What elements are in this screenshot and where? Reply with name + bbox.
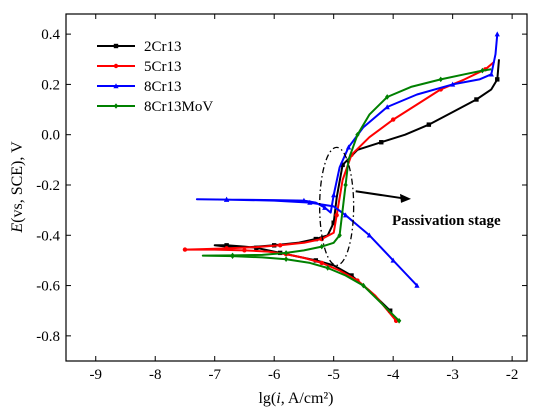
data-point: [379, 140, 384, 145]
x-tick-label: -2: [506, 367, 519, 383]
x-tick-label: -6: [268, 367, 281, 383]
series-5cr13: [182, 61, 495, 323]
data-point: [384, 104, 390, 110]
data-point: [319, 260, 324, 266]
x-tick-label: -4: [387, 367, 400, 383]
y-axis-title: E(vs, SCE), V: [9, 141, 26, 234]
data-point: [366, 232, 372, 238]
data-point: [340, 162, 345, 168]
data-point: [494, 31, 500, 37]
series-line: [201, 68, 492, 322]
data-point: [349, 273, 354, 278]
data-point: [113, 63, 119, 69]
data-point: [224, 196, 230, 202]
data-point: [242, 248, 247, 253]
series-2cr13: [213, 59, 500, 313]
passivation-ellipse-layer: [319, 146, 355, 267]
data-point: [488, 71, 494, 77]
data-point: [277, 243, 283, 248]
x-tick-label: -7: [208, 367, 221, 383]
data-point: [322, 204, 328, 210]
data-point: [495, 77, 500, 82]
passivation-ellipse: [319, 146, 355, 267]
x-tick-label: -8: [149, 367, 162, 383]
series-line: [213, 59, 500, 312]
data-point: [283, 256, 289, 262]
data-point: [331, 220, 336, 225]
legend-item: 2Cr13: [97, 39, 182, 55]
legend: 2Cr13 5Cr13 8Cr13 8Cr13MoV: [97, 39, 213, 115]
axis-layer: -9 -8 -7 -6 -5 -4 -3 -2 -0.8 -0.6 -0.4 -0.2 0.0 0.2 0.…: [36, 14, 527, 383]
x-tick-label: -9: [89, 367, 102, 383]
annotation-layer: Passivation stage: [355, 190, 501, 229]
y-tick-label: -0.4: [36, 228, 60, 244]
data-point: [337, 232, 342, 239]
x-tick-label: -5: [327, 367, 340, 383]
data-point: [438, 76, 443, 83]
series-8cr13mov: [201, 67, 492, 324]
data-point: [426, 122, 432, 127]
series-8cr13: [195, 31, 500, 288]
series-line: [184, 61, 495, 322]
plot-frame: [65, 13, 528, 362]
data-point: [182, 247, 188, 252]
legend-item: 5Cr13: [97, 59, 182, 75]
data-point: [113, 103, 119, 109]
data-point: [325, 265, 330, 271]
data-point: [113, 43, 119, 49]
data-point: [224, 246, 229, 251]
data-point: [355, 131, 360, 138]
data-point: [396, 317, 402, 324]
data-point: [319, 243, 324, 250]
data-point: [390, 117, 396, 122]
data-point: [450, 81, 456, 87]
annotation-arrow-head: [400, 193, 412, 203]
legend-item: 8Cr13MoV: [97, 99, 213, 115]
data-point: [283, 250, 289, 256]
data-point: [334, 212, 339, 218]
y-tick-label: -0.8: [36, 329, 60, 345]
legend-label: 8Cr13: [144, 79, 182, 95]
data-point: [113, 83, 119, 89]
data-point: [301, 197, 307, 203]
y-tick-label: 0.4: [41, 27, 60, 43]
data-point: [385, 94, 390, 100]
legend-label: 8Cr13MoV: [144, 99, 213, 115]
data-point: [331, 192, 337, 198]
series-layer: [182, 31, 500, 324]
annotation-arrow-shaft: [355, 190, 404, 200]
data-point: [361, 282, 366, 289]
y-tick-label: 0.0: [41, 128, 60, 144]
data-point: [474, 97, 479, 102]
data-point: [342, 212, 349, 218]
data-point: [343, 182, 348, 188]
x-tick-label: -3: [446, 367, 459, 383]
data-point: [390, 257, 396, 263]
annotation-text: Passivation stage: [392, 213, 501, 229]
data-point: [480, 67, 485, 74]
legend-label: 2Cr13: [144, 39, 182, 55]
y-tick-label: -0.6: [36, 279, 60, 295]
y-tick-label: 0.2: [41, 77, 60, 93]
x-axis-title: lg(i, A/cm²): [258, 390, 333, 407]
data-point: [313, 236, 319, 242]
legend-label: 5Cr13: [144, 59, 182, 75]
data-point: [345, 144, 352, 150]
legend-item: 8Cr13: [97, 79, 182, 95]
data-point: [307, 199, 313, 205]
y-tick-label: -0.2: [36, 178, 60, 194]
data-point: [414, 282, 420, 288]
data-point: [230, 252, 235, 259]
